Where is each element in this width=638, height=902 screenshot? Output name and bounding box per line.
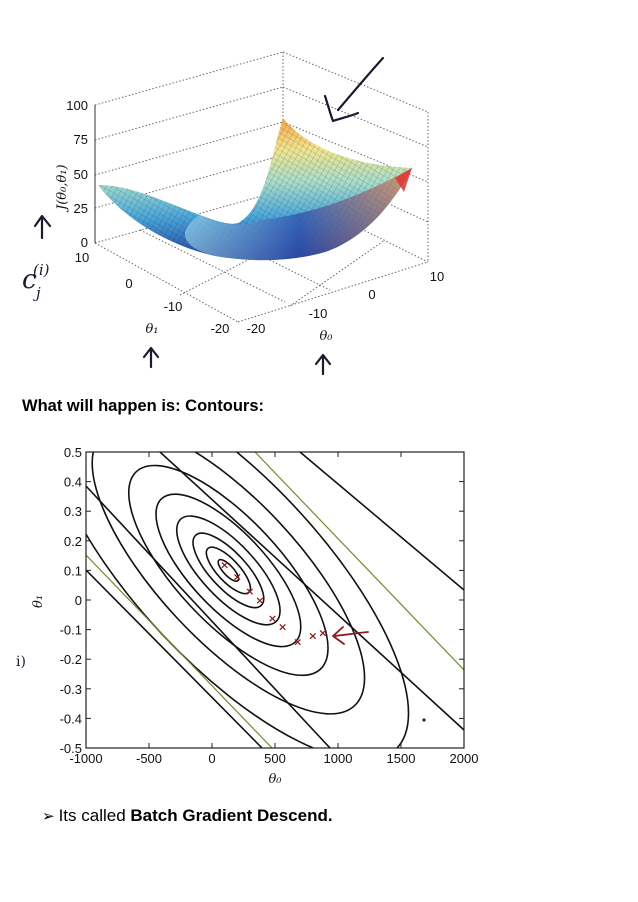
contour-ellipse — [91, 452, 366, 715]
z-axis-label: J(θ₀,θ₁) — [55, 164, 70, 213]
theta0-tick: 10 — [430, 269, 444, 284]
up-arrow-icon — [142, 346, 160, 369]
handwritten-cj-note: c (i) j — [22, 261, 50, 302]
bullet-bold-text: Batch Gradient Descend. — [130, 806, 333, 825]
y-tick-label: 0.5 — [64, 445, 82, 460]
contours-caption: What will happen is: Contours: — [22, 397, 264, 415]
bullet-prefix: Its called — [58, 806, 131, 825]
y-tick-label: -0.2 — [60, 652, 82, 667]
contour-ellipse — [205, 546, 252, 595]
theta1-tick: -10 — [164, 299, 183, 314]
x-tick-label: -500 — [136, 751, 162, 766]
contour-line — [86, 569, 263, 748]
y-tick-label: 0.4 — [64, 475, 82, 490]
gradient-step-marker: × — [220, 558, 229, 571]
x-tick-label: 1000 — [324, 751, 353, 766]
gradient-step-marker: × — [308, 630, 317, 643]
theta0-axis-label: θ₀ — [319, 329, 333, 344]
up-arrow-icon — [33, 214, 52, 240]
x-tick-label: -1000 — [69, 751, 102, 766]
contour-line-green — [254, 452, 464, 671]
contour-ellipse — [175, 515, 281, 626]
y-tick-label: -0.5 — [60, 741, 82, 756]
gradient-step-marker: × — [245, 585, 254, 598]
theta1-tick: -20 — [211, 321, 230, 336]
x-tick-label: 0 — [208, 751, 215, 766]
y-tick-label: 0 — [75, 593, 82, 608]
pointer-arrow-icon — [332, 626, 369, 645]
theta0-tick: 0 — [368, 287, 375, 302]
bullet-point: ➢ Its called Batch Gradient Descend. — [42, 806, 333, 826]
y-axis: 0.5 0.4 0.3 0.2 0.1 0 -0.1 -0.2 -0.3 -0.4 -0.5 — [60, 445, 464, 756]
contour-line-green — [86, 554, 273, 748]
handwritten-annotations: c (i) j — [22, 56, 385, 376]
contour-ellipse — [192, 532, 265, 609]
y-tick-label: 0.2 — [64, 534, 82, 549]
x-tick-label: 2000 — [450, 751, 479, 766]
gradient-step-marker: × — [278, 621, 287, 634]
z-tick: 25 — [74, 201, 88, 216]
z-tick: 75 — [74, 132, 88, 147]
y-tick-label: 0.3 — [64, 504, 82, 519]
z-tick: 100 — [66, 98, 88, 113]
contour-line — [86, 485, 331, 748]
y-tick-label: -0.3 — [60, 682, 82, 697]
cost-surface — [98, 118, 412, 261]
theta1-axis-label: θ₁ — [145, 322, 158, 337]
pointer-arrow-icon — [323, 56, 385, 123]
svg-text:(i): (i) — [33, 261, 50, 279]
x-tick-label: 500 — [264, 751, 286, 766]
x-axis: -1000 -500 0 500 1000 1500 2000 — [69, 452, 478, 766]
bullet-arrow-icon: ➢ — [42, 808, 55, 825]
gradient-step-marker: × — [233, 570, 242, 583]
theta0-tick: -20 — [247, 321, 266, 336]
stray-dot — [422, 718, 426, 722]
gradient-step-marker: × — [255, 594, 264, 607]
theta1-axis: 10 0 -10 -20 θ₁ — [75, 250, 230, 337]
y-tick-label: 0.1 — [64, 563, 82, 578]
contour-ellipse — [127, 464, 329, 677]
z-tick: 50 — [74, 167, 88, 182]
z-axis: 100 75 50 25 0 J(θ₀,θ₁) — [55, 98, 96, 250]
z-tick: 0 — [81, 235, 88, 250]
theta1-tick: 0 — [125, 276, 132, 291]
theta0-tick: -10 — [309, 306, 328, 321]
x-tick-label: 1500 — [387, 751, 416, 766]
gradient-step-marker: × — [268, 612, 277, 625]
contour-ellipse — [155, 493, 302, 648]
contour-line — [159, 452, 464, 731]
gradient-step-marker: × — [293, 635, 302, 648]
surface-plot: 100 75 50 25 0 J(θ₀,θ₁) 10 0 -10 -20 θ₁ … — [22, 51, 445, 376]
gradient-steps: ××××××× × × — [220, 558, 327, 648]
gradient-step-marker: × — [318, 627, 327, 640]
up-arrow-icon — [314, 353, 332, 376]
contour-plot: ××××××× × × 0.50.40.30.20.10-0.1-0.2-0.3-0… — [16, 445, 478, 787]
outer-contour-lines — [86, 452, 464, 748]
x-axis-label: θ₀ — [268, 772, 282, 787]
y-tick-label: -0.1 — [60, 623, 82, 638]
theta1-tick: 10 — [75, 250, 89, 265]
svg-text:j: j — [33, 284, 41, 302]
contour-ellipse — [217, 558, 240, 582]
y-axis-label: θ₁ — [31, 595, 46, 608]
y-tick-label: -0.4 — [60, 711, 82, 726]
contour-line — [299, 452, 464, 591]
svg-text:c: c — [22, 265, 37, 295]
theta0-axis: -20 -10 0 10 θ₀ — [247, 269, 445, 344]
handwritten-note: i) — [16, 654, 26, 670]
